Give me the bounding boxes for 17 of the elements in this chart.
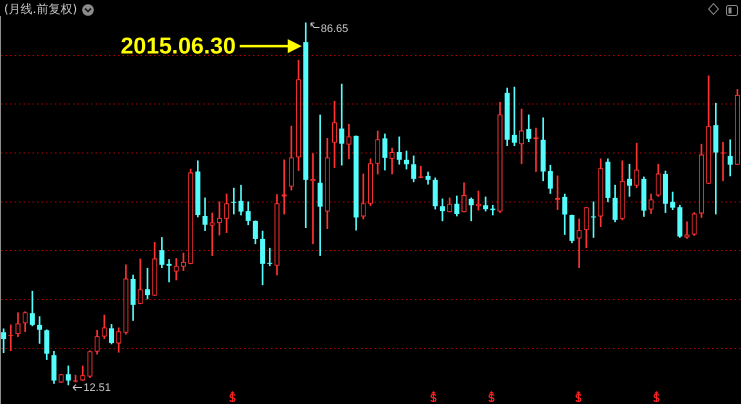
- candlestick: [519, 108, 524, 164]
- candlestick: [626, 164, 632, 197]
- candlestick: [684, 222, 690, 239]
- candlestick: [166, 259, 172, 282]
- annotation: 86.65: [320, 22, 348, 35]
- annotation: 2015.06.30: [120, 32, 236, 58]
- candlestick: [440, 198, 445, 222]
- annotation: 12.51: [83, 382, 111, 394]
- candlestick: [310, 153, 316, 244]
- candlestick: [404, 150, 409, 170]
- candlestick: [144, 268, 150, 300]
- candlestick: [591, 201, 596, 238]
- candlestick: [720, 142, 726, 182]
- chart-title: (月线.前复权): [4, 2, 78, 16]
- candlestick: [216, 201, 222, 236]
- candlestick: [37, 316, 42, 344]
- candlestick: [73, 374, 78, 382]
